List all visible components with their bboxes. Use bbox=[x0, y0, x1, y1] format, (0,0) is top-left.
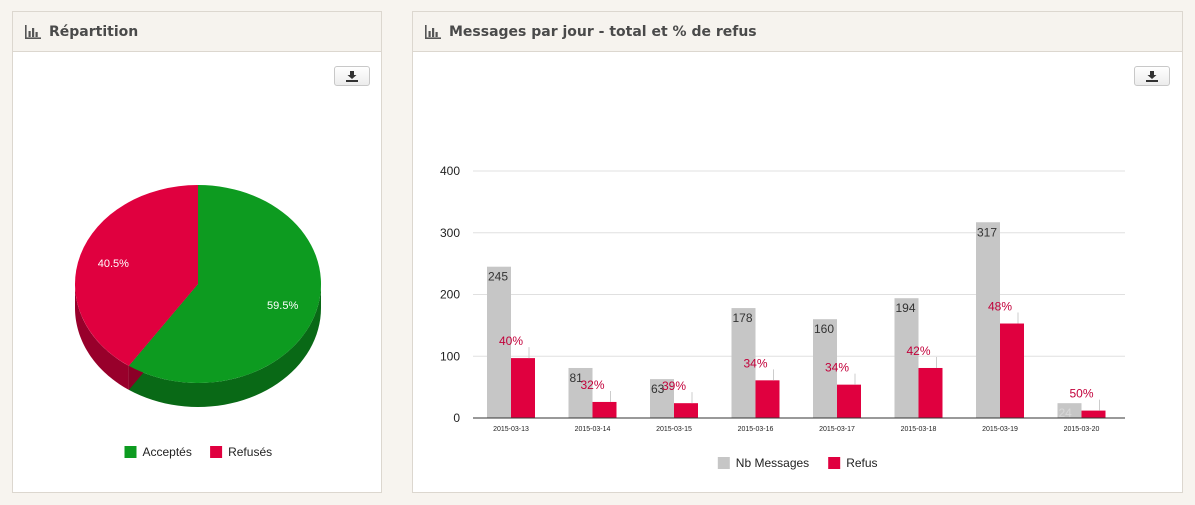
bar-percent-label: 32% bbox=[581, 378, 605, 392]
bar-refus bbox=[1000, 323, 1024, 418]
x-tick-label: 2015-03-14 bbox=[575, 426, 611, 433]
download-icon bbox=[346, 70, 358, 82]
bar-percent-label: 42% bbox=[907, 344, 931, 358]
download-button[interactable] bbox=[1134, 66, 1170, 86]
bar-chart-icon bbox=[425, 24, 441, 39]
x-tick-label: 2015-03-19 bbox=[982, 426, 1018, 433]
bar-value-label: 24 bbox=[1059, 406, 1073, 420]
y-tick-label: 200 bbox=[440, 288, 460, 302]
legend-swatch bbox=[124, 446, 137, 458]
x-tick-label: 2015-03-18 bbox=[901, 426, 937, 433]
bar-value-label: 160 bbox=[814, 322, 834, 336]
y-tick-label: 300 bbox=[440, 226, 460, 240]
x-tick-label: 2015-03-15 bbox=[656, 426, 692, 433]
legend-label[interactable]: Refus bbox=[846, 456, 877, 470]
pie-slice bbox=[128, 185, 321, 384]
bar-nb-messages bbox=[650, 379, 674, 418]
pie-slice-label: 40.5% bbox=[98, 258, 129, 270]
bar-value-label: 317 bbox=[977, 225, 997, 239]
bar-refus bbox=[837, 384, 861, 418]
pie-slice-side bbox=[128, 284, 321, 407]
download-button[interactable] bbox=[334, 66, 370, 86]
bar-refus bbox=[592, 401, 617, 418]
panel-title: Messages par jour - total et % de refus bbox=[449, 23, 757, 40]
messages-panel: Messages par jour - total et % de refus … bbox=[412, 11, 1183, 493]
bar-nb-messages bbox=[487, 266, 511, 418]
bar-percent-label: 34% bbox=[744, 356, 768, 370]
bar-value-label: 178 bbox=[733, 311, 753, 325]
messages-header: Messages par jour - total et % de refus bbox=[413, 12, 1182, 52]
bar-value-label: 194 bbox=[896, 301, 916, 315]
x-tick-label: 2015-03-13 bbox=[493, 426, 529, 433]
download-icon bbox=[1146, 70, 1158, 82]
bar-nb-messages bbox=[894, 298, 919, 418]
bar-value-label: 245 bbox=[488, 270, 508, 284]
bar-refus bbox=[511, 358, 535, 418]
y-tick-label: 0 bbox=[453, 411, 460, 425]
bar-nb-messages bbox=[731, 308, 756, 418]
bar-percent-label: 48% bbox=[988, 300, 1012, 314]
x-tick-label: 2015-03-16 bbox=[738, 426, 774, 433]
legend-swatch bbox=[717, 457, 730, 469]
bar-percent-label: 40% bbox=[499, 334, 523, 348]
bar-refus bbox=[755, 380, 780, 418]
repartition-panel: Répartition 59.5% 40.5% Acceptés Refusés bbox=[12, 11, 382, 493]
bar-refus bbox=[1081, 410, 1106, 418]
legend-swatch bbox=[210, 446, 223, 458]
pie-slice-label: 59.5% bbox=[267, 300, 298, 312]
bar-chart-icon bbox=[25, 24, 41, 39]
legend-label[interactable]: Refusés bbox=[228, 445, 272, 459]
bar-value-label: 81 bbox=[570, 371, 584, 385]
legend-label[interactable]: Nb Messages bbox=[736, 456, 809, 470]
y-tick-label: 100 bbox=[440, 349, 460, 363]
pie-slice-side bbox=[75, 284, 129, 390]
pie-chart: 59.5% 40.5% Acceptés Refusés bbox=[75, 185, 321, 459]
bar-nb-messages bbox=[976, 222, 1000, 418]
bar-percent-label: 34% bbox=[825, 361, 849, 375]
bar-nb-messages bbox=[813, 319, 837, 418]
bar-percent-label: 50% bbox=[1070, 387, 1094, 401]
x-tick-label: 2015-03-17 bbox=[819, 426, 855, 433]
legend-swatch bbox=[828, 457, 841, 469]
y-tick-label: 400 bbox=[440, 164, 460, 178]
bar-refus bbox=[674, 403, 698, 418]
bar-nb-messages bbox=[568, 367, 593, 418]
legend-label[interactable]: Acceptés bbox=[143, 445, 192, 459]
bar-value-label: 63 bbox=[651, 382, 665, 396]
x-tick-label: 2015-03-20 bbox=[1064, 426, 1100, 433]
panel-title: Répartition bbox=[49, 23, 139, 40]
bar-percent-label: 39% bbox=[662, 379, 686, 393]
bar-nb-messages bbox=[1057, 403, 1082, 418]
repartition-header: Répartition bbox=[13, 12, 381, 52]
pie-slice bbox=[75, 185, 198, 366]
bar-refus bbox=[918, 367, 943, 418]
